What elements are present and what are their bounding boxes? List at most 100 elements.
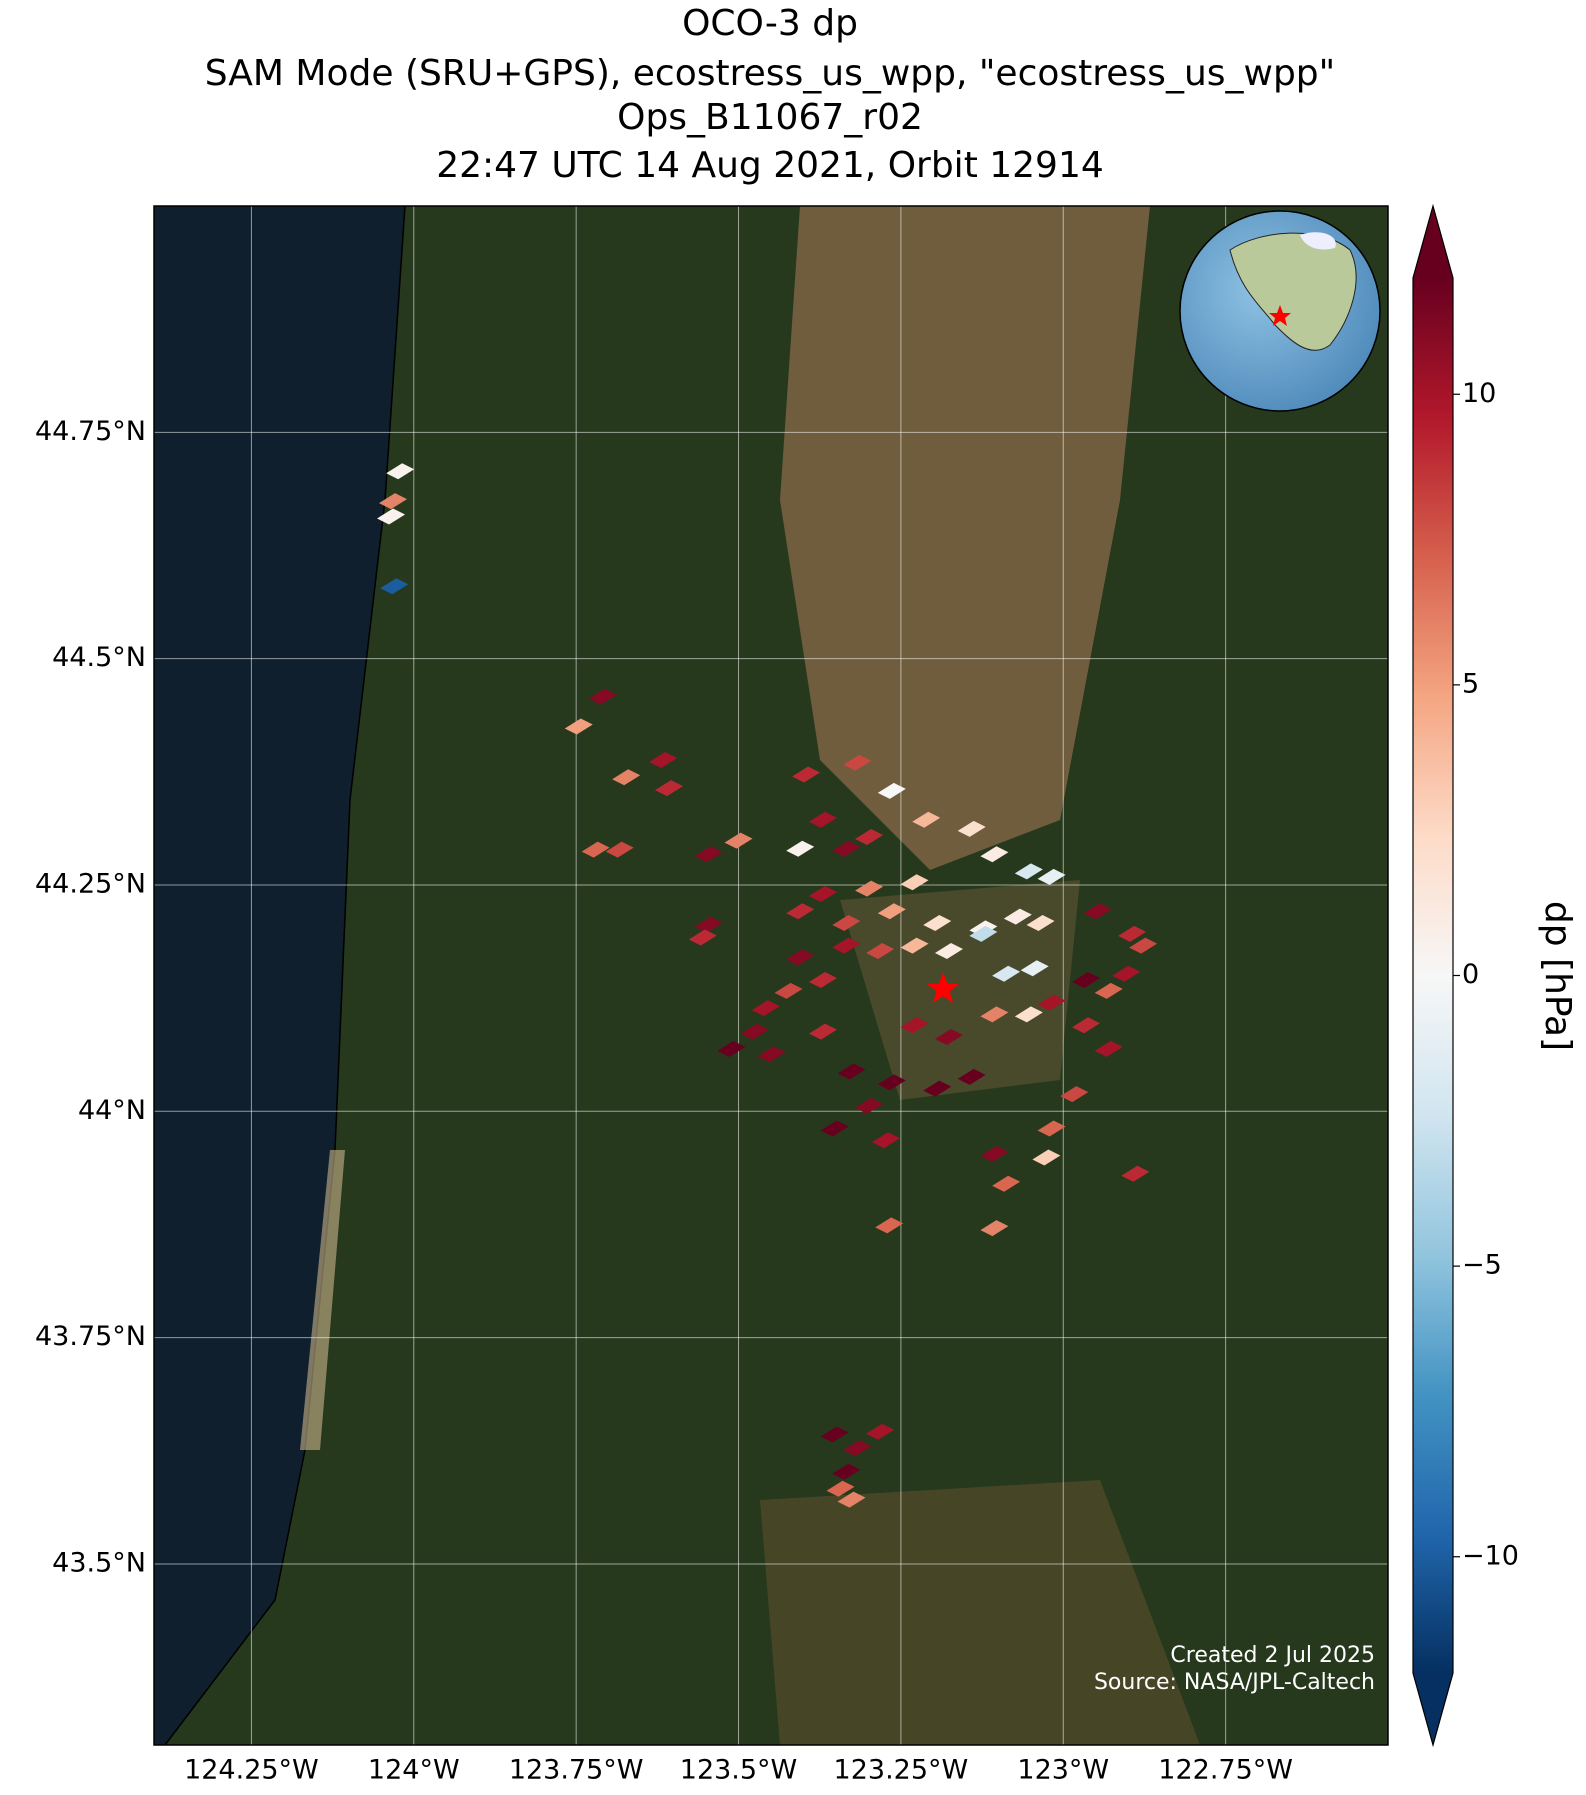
y-tick-label: 44.75°N: [35, 416, 146, 447]
valley: [780, 206, 1150, 870]
sounding: [1121, 1165, 1150, 1182]
sounding: [1014, 863, 1043, 880]
sounding: [980, 846, 1009, 863]
sounding: [900, 1017, 929, 1034]
sounding: [1014, 1006, 1043, 1023]
colorbar-tick-label: 10: [1462, 378, 1496, 409]
basemap: [154, 206, 1388, 1745]
sounding: [751, 1000, 780, 1017]
sounding: [808, 886, 837, 903]
sounding: [649, 752, 678, 769]
sounding: [612, 769, 641, 786]
x-tick-label: 122.75°W: [1158, 1755, 1293, 1786]
colorbar: −10 −5 0 5 10 dp [hPa]: [1412, 203, 1578, 1748]
grid: [154, 206, 1388, 1745]
dunes: [300, 1150, 345, 1450]
soundings: [377, 463, 1158, 1508]
x-tick-label: 123.25°W: [834, 1755, 969, 1786]
globe-marker: [1269, 305, 1291, 326]
sounding: [581, 841, 610, 858]
sounding: [808, 811, 837, 828]
sounding: [377, 508, 406, 525]
sounding: [980, 1006, 1009, 1023]
colorbar-tick-label: 0: [1462, 959, 1479, 990]
sounding: [855, 880, 884, 897]
sounding: [1020, 960, 1049, 977]
chart-title: 22:47 UTC 14 Aug 2021, Orbit 12914: [436, 145, 1104, 186]
y-tick-label: 44.25°N: [35, 868, 146, 899]
sounding: [688, 929, 717, 946]
sounding: [923, 914, 952, 931]
target-marker: [926, 972, 960, 1003]
y-tick-label: 43.5°N: [52, 1547, 146, 1578]
sounding: [980, 1145, 1009, 1162]
chart-title: Ops_B11067_r02: [617, 97, 923, 138]
sounding: [1037, 868, 1066, 885]
sounding: [980, 1220, 1009, 1237]
sounding: [866, 943, 895, 960]
x-tick-label: 124.25°W: [184, 1755, 319, 1786]
axes: 124.25°W 124°W 123.75°W 123.5°W 123.25°W 123°…: [35, 416, 1293, 1786]
sounding: [1112, 965, 1141, 982]
sounding: [605, 841, 634, 858]
colorbar-body: [1413, 278, 1453, 1673]
sounding: [694, 846, 723, 863]
map-frame: [153, 205, 1389, 1746]
chart-title: SAM Mode (SRU+GPS), ecostress_us_wpp, "e…: [205, 53, 1335, 94]
colorbar-outline: [1412, 203, 1454, 1748]
x-tick-label: 124°W: [368, 1755, 460, 1786]
annotation: Source: NASA/JPL-Caltech: [1094, 1670, 1375, 1695]
sounding: [1037, 1120, 1066, 1137]
title-block: OCO-3 dp SAM Mode (SRU+GPS), ecostress_us…: [205, 3, 1335, 186]
x-tick-label: 123.75°W: [509, 1755, 644, 1786]
sounding: [379, 493, 408, 510]
sounding: [837, 1491, 866, 1508]
colorbar-tick-label: 5: [1462, 668, 1479, 699]
x-tick-label: 123.5°W: [680, 1755, 798, 1786]
sounding: [792, 766, 821, 783]
sounding: [992, 965, 1021, 982]
sounding: [832, 937, 861, 954]
sounding: [877, 1074, 906, 1091]
sounding: [740, 1023, 769, 1040]
sounding: [1071, 972, 1100, 989]
valley-south: [840, 880, 1080, 1100]
sounding: [724, 832, 753, 849]
sounding: [875, 1217, 904, 1234]
chart-title: OCO-3 dp: [682, 3, 858, 44]
sounding: [871, 1132, 900, 1149]
sounding: [786, 949, 815, 966]
sounding: [774, 982, 803, 999]
sounding: [900, 937, 929, 954]
y-tick-label: 43.75°N: [35, 1321, 146, 1352]
annotation: Created 2 Jul 2025: [1170, 1643, 1375, 1668]
sounding: [866, 1423, 895, 1440]
sounding: [912, 811, 941, 828]
sounding: [1026, 914, 1055, 931]
sounding: [957, 820, 986, 837]
sounding: [1003, 908, 1032, 925]
sounding: [832, 840, 861, 857]
sounding: [386, 463, 415, 480]
sounding: [877, 903, 906, 920]
sounding: [1094, 982, 1123, 999]
sounding: [843, 754, 872, 771]
ocean: [154, 206, 405, 1745]
sounding: [808, 1023, 837, 1040]
sounding: [757, 1046, 786, 1063]
sounding: [1083, 903, 1112, 920]
sounding: [992, 1175, 1021, 1192]
sounding: [786, 903, 815, 920]
colorbar-tick-label: −10: [1462, 1540, 1519, 1571]
sounding: [820, 1426, 849, 1443]
y-tick-label: 44.5°N: [52, 642, 146, 673]
sounding: [934, 943, 963, 960]
sounding: [655, 780, 684, 797]
colorbar-tick-label: −5: [1462, 1250, 1502, 1281]
sounding: [837, 1063, 866, 1080]
sounding: [1037, 994, 1066, 1011]
sounding: [820, 1120, 849, 1137]
inset-globe: [1179, 210, 1381, 412]
sounding: [808, 972, 837, 989]
sounding: [694, 916, 723, 933]
